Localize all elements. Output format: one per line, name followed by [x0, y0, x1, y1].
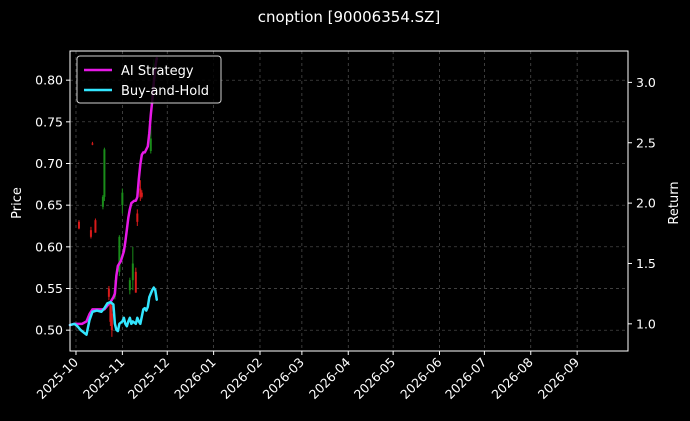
left-y-axis-label: Price [10, 187, 25, 219]
candle-5 [103, 147, 106, 201]
left-tick-label-1: 0.55 [35, 281, 63, 296]
right-y-axis: 1.0 1.5 2.0 2.5 3.0 [628, 75, 656, 331]
candle-body-13 [131, 263, 134, 281]
left-tick-label-0: 0.50 [35, 323, 63, 338]
left-y-axis: 0.50 0.55 0.60 0.65 0.70 0.75 0.80 [35, 73, 70, 338]
right-y-axis-label: Return [667, 181, 682, 224]
right-tick-label-3: 2.5 [636, 135, 656, 150]
candle-body-7 [109, 303, 112, 322]
legend-label-buy-and-hold: Buy-and-Hold [121, 84, 209, 99]
candle-body-15 [136, 213, 139, 222]
candle-6 [107, 286, 110, 301]
candle-18 [149, 126, 152, 154]
candle-body-2 [91, 143, 94, 145]
right-tick-label-1: 1.5 [636, 256, 656, 271]
series-lines [68, 56, 159, 336]
left-tick-label-5: 0.75 [35, 114, 63, 129]
candle-17 [140, 190, 143, 199]
candle-body-16 [139, 188, 142, 197]
candle-body-4 [101, 196, 104, 207]
candle-body-0 [77, 221, 80, 229]
legend-box [76, 55, 222, 104]
chart-title: cnoption [90006354.SZ] [258, 8, 441, 26]
candle-body-12 [128, 280, 131, 291]
right-tick-label-2: 2.0 [636, 196, 656, 211]
candle-0 [77, 220, 80, 230]
candle-body-10 [118, 236, 121, 272]
candle-3 [94, 218, 97, 233]
candle-body-18 [149, 138, 152, 151]
candle-body-8 [110, 313, 113, 331]
left-tick-label-3: 0.65 [35, 198, 63, 213]
candle-body-14 [134, 271, 137, 293]
left-tick-label-4: 0.70 [35, 156, 63, 171]
candle-body-11 [121, 192, 124, 206]
candle-body-3 [94, 220, 97, 233]
candle-body-1 [89, 230, 92, 237]
legend: AI Strategy Buy-and-Hold [76, 55, 222, 104]
candle-4 [101, 195, 104, 210]
candle-8 [110, 305, 113, 337]
candle-2 [91, 141, 94, 146]
candle-body-6 [107, 288, 110, 297]
candle-11 [121, 188, 124, 214]
candle-14 [134, 267, 137, 293]
legend-label-ai-strategy: AI Strategy [121, 64, 194, 79]
left-tick-label-6: 0.80 [35, 73, 63, 88]
candle-10 [118, 235, 121, 276]
candle-1 [89, 226, 92, 239]
candle-body-5 [103, 149, 106, 197]
series-line-buy-and-hold [68, 286, 159, 336]
candle-12 [128, 277, 131, 295]
left-tick-label-2: 0.60 [35, 239, 63, 254]
plot-frame [69, 50, 629, 352]
candle-body-17 [140, 192, 143, 197]
right-tick-label-4: 3.0 [636, 75, 656, 90]
candle-7 [109, 301, 112, 326]
right-tick-label-0: 1.0 [636, 316, 656, 331]
candle-13 [131, 246, 134, 291]
candle-15 [136, 209, 139, 226]
candle-16 [139, 180, 142, 201]
